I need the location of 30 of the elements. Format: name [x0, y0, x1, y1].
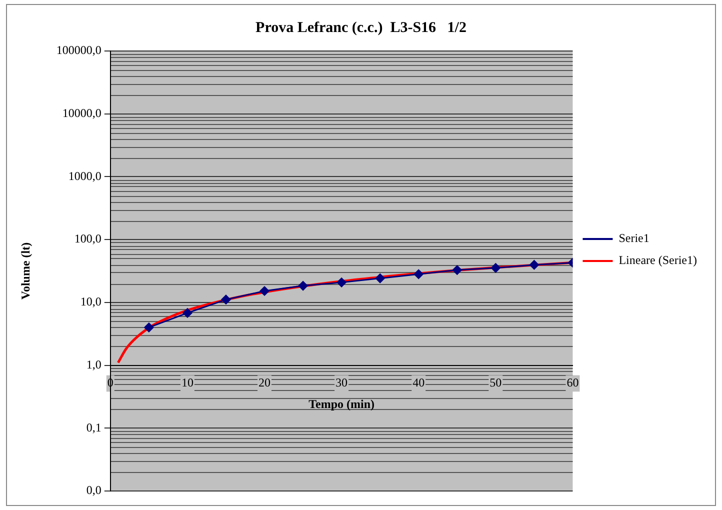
y-tick-label: 100000,0 [56, 43, 102, 58]
point [529, 260, 539, 270]
y-tick-label: 10,0 [80, 294, 102, 309]
point [221, 294, 231, 304]
y-tick-label: 1000,0 [68, 168, 102, 183]
point [336, 278, 346, 288]
point [414, 269, 424, 279]
y-axis-title: Volume (lt) [18, 242, 32, 300]
legend-label: Lineare (Serie1) [618, 253, 698, 268]
y-tick-label: 100,0 [74, 232, 102, 246]
point [182, 308, 192, 318]
y-tick-label: 0,1 [86, 420, 102, 434]
y-tick-label: 0,0 [86, 483, 102, 498]
y-tick-label: 1,0 [86, 357, 102, 372]
point [144, 322, 154, 332]
chart-title: Prova Lefranc (c.c.) L3-S16 1/2 [256, 20, 466, 36]
x-tick-label: 10 [181, 376, 194, 390]
y-tick-label: 10000,0 [62, 106, 102, 120]
x-tick-label: 60 [566, 376, 579, 390]
x-tick-label: 50 [490, 376, 502, 390]
point [490, 263, 500, 273]
x-tick-label: 20 [258, 376, 271, 390]
x-tick-label: 30 [336, 376, 348, 390]
point [375, 274, 385, 284]
x-tick-label: 40 [412, 376, 425, 390]
point [452, 265, 462, 275]
point [260, 286, 270, 296]
x-axis-title: Tempo (min) [308, 396, 375, 411]
legend-label: Serie1 [618, 231, 650, 246]
point [298, 281, 308, 291]
